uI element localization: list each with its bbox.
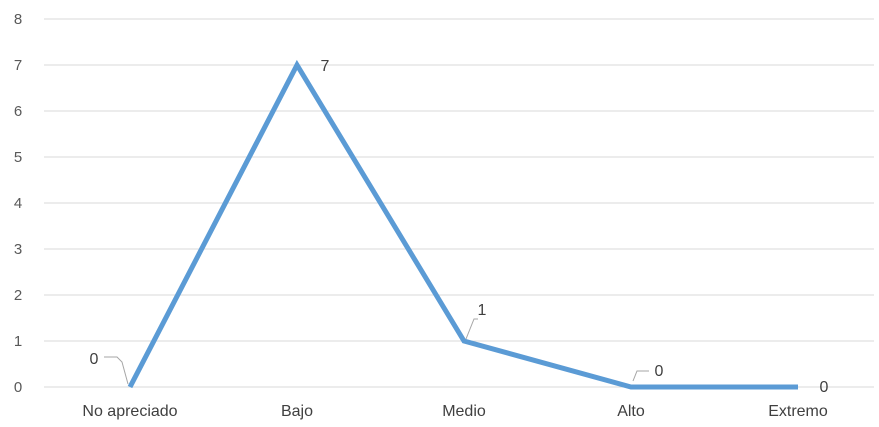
x-axis: No apreciado Bajo Medio Alto Extremo [82, 403, 827, 420]
x-tick-label: No apreciado [82, 403, 177, 420]
y-tick-label: 0 [14, 379, 22, 396]
series-line [127, 59, 798, 390]
data-label: 7 [321, 58, 330, 75]
y-tick-label: 6 [14, 103, 22, 120]
y-tick-label: 8 [14, 11, 22, 28]
x-tick-label: Extremo [768, 403, 828, 420]
x-tick-label: Alto [617, 403, 645, 420]
label-leader-line [104, 356, 129, 385]
x-tick-label: Medio [442, 403, 486, 420]
y-tick-label: 1 [14, 333, 22, 350]
data-labels: 0 7 1 0 0 [90, 58, 829, 396]
series-group [127, 59, 799, 390]
y-tick-label: 4 [14, 195, 22, 212]
data-label: 0 [655, 363, 664, 380]
data-label: 1 [478, 302, 487, 319]
data-label: 0 [820, 379, 829, 396]
gridlines [44, 18, 874, 388]
y-tick-label: 3 [14, 241, 22, 258]
y-tick-label: 5 [14, 149, 22, 166]
x-tick-label: Bajo [281, 403, 313, 420]
y-axis: 0 1 2 3 4 5 6 7 8 [14, 11, 22, 396]
label-leader-line [632, 370, 649, 382]
y-tick-label: 7 [14, 57, 22, 74]
data-label: 0 [90, 351, 99, 368]
y-tick-label: 2 [14, 287, 22, 304]
label-leader-line [465, 318, 478, 340]
